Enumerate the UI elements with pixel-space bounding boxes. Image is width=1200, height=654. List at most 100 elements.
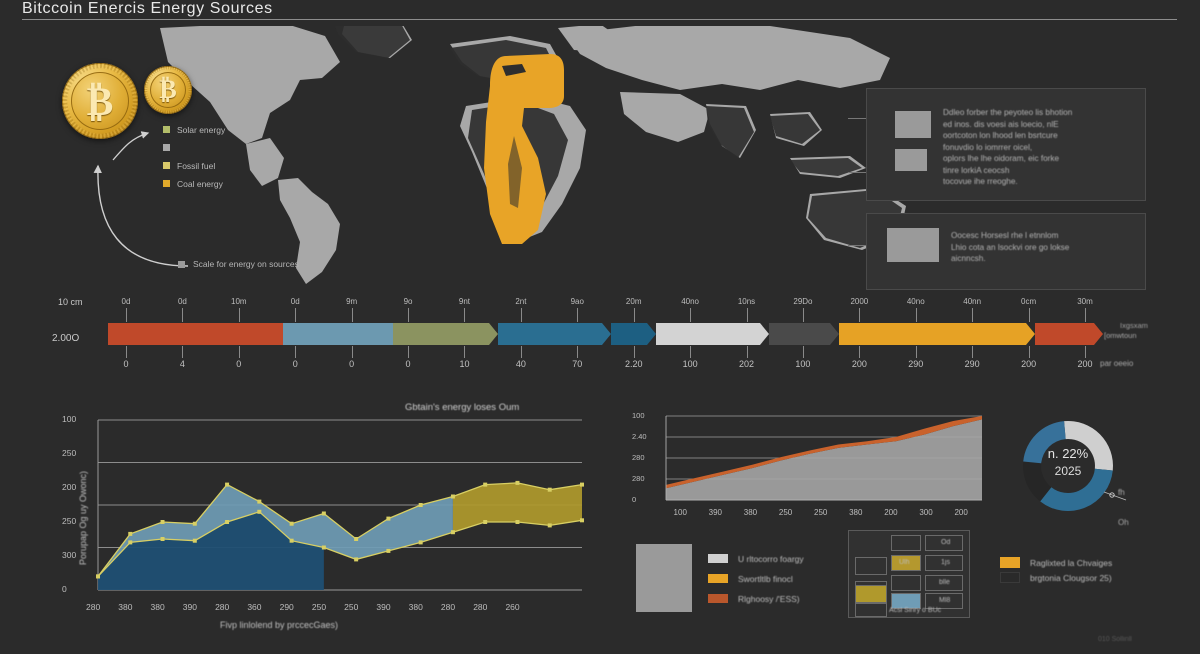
grid-cell[interactable] [855, 557, 887, 575]
grid-cell[interactable] [925, 593, 963, 609]
x-tick-label: 390 [376, 602, 391, 612]
legend-swatch-solar [163, 126, 170, 133]
timeline-segment-2[interactable] [393, 323, 498, 345]
bitcoin-coin-large: ₿ [62, 63, 138, 139]
donut-slice-steel[interactable] [1023, 421, 1066, 464]
map-legend-item[interactable] [163, 140, 225, 155]
y-tick-label: 0 [632, 495, 637, 504]
world-map-svg [160, 26, 950, 284]
y-tick-label: 2.40 [632, 432, 647, 441]
timeline-tick [520, 308, 522, 322]
x-tick-label: 380 [743, 508, 758, 517]
panel-text-line: oortcoton lon lhood len bsrtcure [943, 131, 1058, 140]
energy-share-donut-chart[interactable]: n. 22% 2025 fh Oh [1000, 408, 1180, 538]
timeline-tick [408, 346, 410, 358]
timeline-tick [126, 346, 127, 358]
timeline-segment-7[interactable] [839, 323, 1035, 345]
y-tick-label: 250 [62, 516, 77, 526]
grid-cell-gold[interactable] [891, 555, 921, 571]
timeline-top-tick-label: 20m [625, 297, 642, 306]
grid-cell[interactable] [855, 603, 887, 617]
x-tick-label: 250 [311, 602, 327, 612]
timeline-bottom-tick-label: 200 [1077, 359, 1093, 369]
x-tick-label: 200 [954, 508, 968, 517]
timeline-tick [295, 308, 297, 322]
cumulative-area-chart: 100 2.40 280 280 0 100 390 380 250 250 380 200 300 2… [630, 408, 990, 528]
right-legend-item[interactable]: brgtonia Clougsor 25) [1000, 570, 1112, 585]
line-chart-svg [665, 415, 982, 501]
timeline-top-tick-label: 9ao [570, 297, 584, 306]
timeline-bottom-tick-label: 0 [236, 359, 242, 369]
info-panel-secondary[interactable]: Oocesc Horsesl rhe l etnnlom Lhio cota a… [866, 213, 1146, 290]
map-legend-item[interactable]: Fossil fuel [163, 158, 225, 173]
grid-cell[interactable] [925, 555, 963, 571]
timeline-segment-4[interactable] [611, 323, 656, 345]
x-tick-label: 360 [247, 602, 262, 612]
legend-swatch-highway [708, 594, 728, 603]
timeline-bottom-tick-label: 4 [179, 359, 185, 369]
timeline-top-tick-label: 2000 [850, 297, 869, 306]
grid-cell[interactable] [925, 535, 963, 551]
timeline-bottom-tick-label: 290 [908, 359, 924, 369]
info-panel-primary[interactable]: Ddleo forber the peyoteo lis bhotion ed … [866, 88, 1146, 201]
grid-cell[interactable] [891, 575, 921, 591]
timeline-tick [351, 308, 353, 322]
x-tick-label: 290 [279, 602, 294, 612]
timeline-top-tick-label: 29Do [793, 297, 813, 306]
x-tick-label: 260 [505, 602, 520, 612]
timeline-top-tick-label: 9m [346, 297, 358, 306]
timeline-segment-1[interactable] [283, 323, 393, 345]
x-tick-label: 280 [86, 602, 101, 612]
timeline-segment-3[interactable] [498, 323, 611, 345]
timeline-bar[interactable] [108, 323, 1103, 345]
x-tick-label: 390 [708, 508, 723, 517]
map-legend-item[interactable]: Coal energy [163, 176, 225, 191]
legend-grid-table[interactable]: Od Ulh 1js blle Ml8 Acsl Sinry o BUc [848, 530, 970, 618]
timeline-top-tick-label: 40nn [963, 297, 982, 306]
grid-cell[interactable] [925, 575, 963, 591]
timeline-tick [520, 346, 522, 358]
x-tick-label: 300 [919, 508, 933, 517]
y-tick-label: 300 [62, 550, 77, 560]
x-tick-label: 200 [884, 508, 898, 517]
panel-text-line: Ddleo forber the peyoteo lis bhotion [943, 108, 1073, 117]
panel-connector-line [848, 245, 866, 246]
timeline-segment-5[interactable] [656, 323, 769, 345]
panel-thumbnail [895, 111, 931, 138]
timeline-tick [746, 308, 748, 322]
donut-slice-dark[interactable] [1023, 461, 1052, 502]
timeline-tick [408, 308, 410, 322]
grid-cell-gold[interactable] [855, 585, 887, 603]
grid-cell[interactable] [891, 535, 921, 551]
grid-cell-blue[interactable] [891, 593, 921, 609]
legend-swatch-coal [163, 180, 170, 187]
timeline-end-label-a: [omwtoun [1104, 331, 1137, 340]
timeline-tick [915, 346, 917, 358]
timeline-segment-8[interactable] [1035, 323, 1103, 345]
panel-text-line: ed inos. dis voesi ais loecio, nlE [943, 119, 1059, 129]
timeline-tick [1028, 308, 1030, 322]
panel-thumbnail [895, 149, 927, 171]
x-tick-label: 380 [849, 508, 863, 517]
timeline-segment-0[interactable] [108, 323, 283, 345]
y-axis-label: Porupap Og uy Owonc) [78, 470, 89, 566]
timeline-segment-6[interactable] [769, 323, 839, 345]
timeline-top-axis-label: 10 cm [58, 297, 83, 307]
bottom-legend-item[interactable]: Swortltlb finocl [708, 570, 804, 587]
donut-chart-svg [1023, 421, 1127, 511]
bottom-legend-item[interactable]: U rltocorro foargy [708, 550, 804, 567]
map-legend-item[interactable]: Solar energy [163, 122, 225, 137]
panel-connector-line [848, 118, 866, 119]
donut-slice-light[interactable] [1064, 421, 1113, 471]
right-legend-item[interactable]: Raglixted la Chvaiges [1000, 555, 1112, 570]
timeline-tick [1085, 346, 1086, 358]
legend-swatch-fossil [163, 162, 170, 169]
legend-label: brgtonia Clougsor 25) [1030, 572, 1112, 583]
timeline-bottom-tick-label: 40 [515, 359, 526, 369]
timeline-tick [859, 346, 861, 358]
donut-slice-blue[interactable] [1040, 468, 1113, 511]
bottom-legend-item[interactable]: Rlghoosy /'ESS) [708, 590, 804, 607]
timeline-tick [182, 346, 184, 358]
x-axis-label: Fivp linlolend by prccecGaes) [220, 620, 339, 630]
